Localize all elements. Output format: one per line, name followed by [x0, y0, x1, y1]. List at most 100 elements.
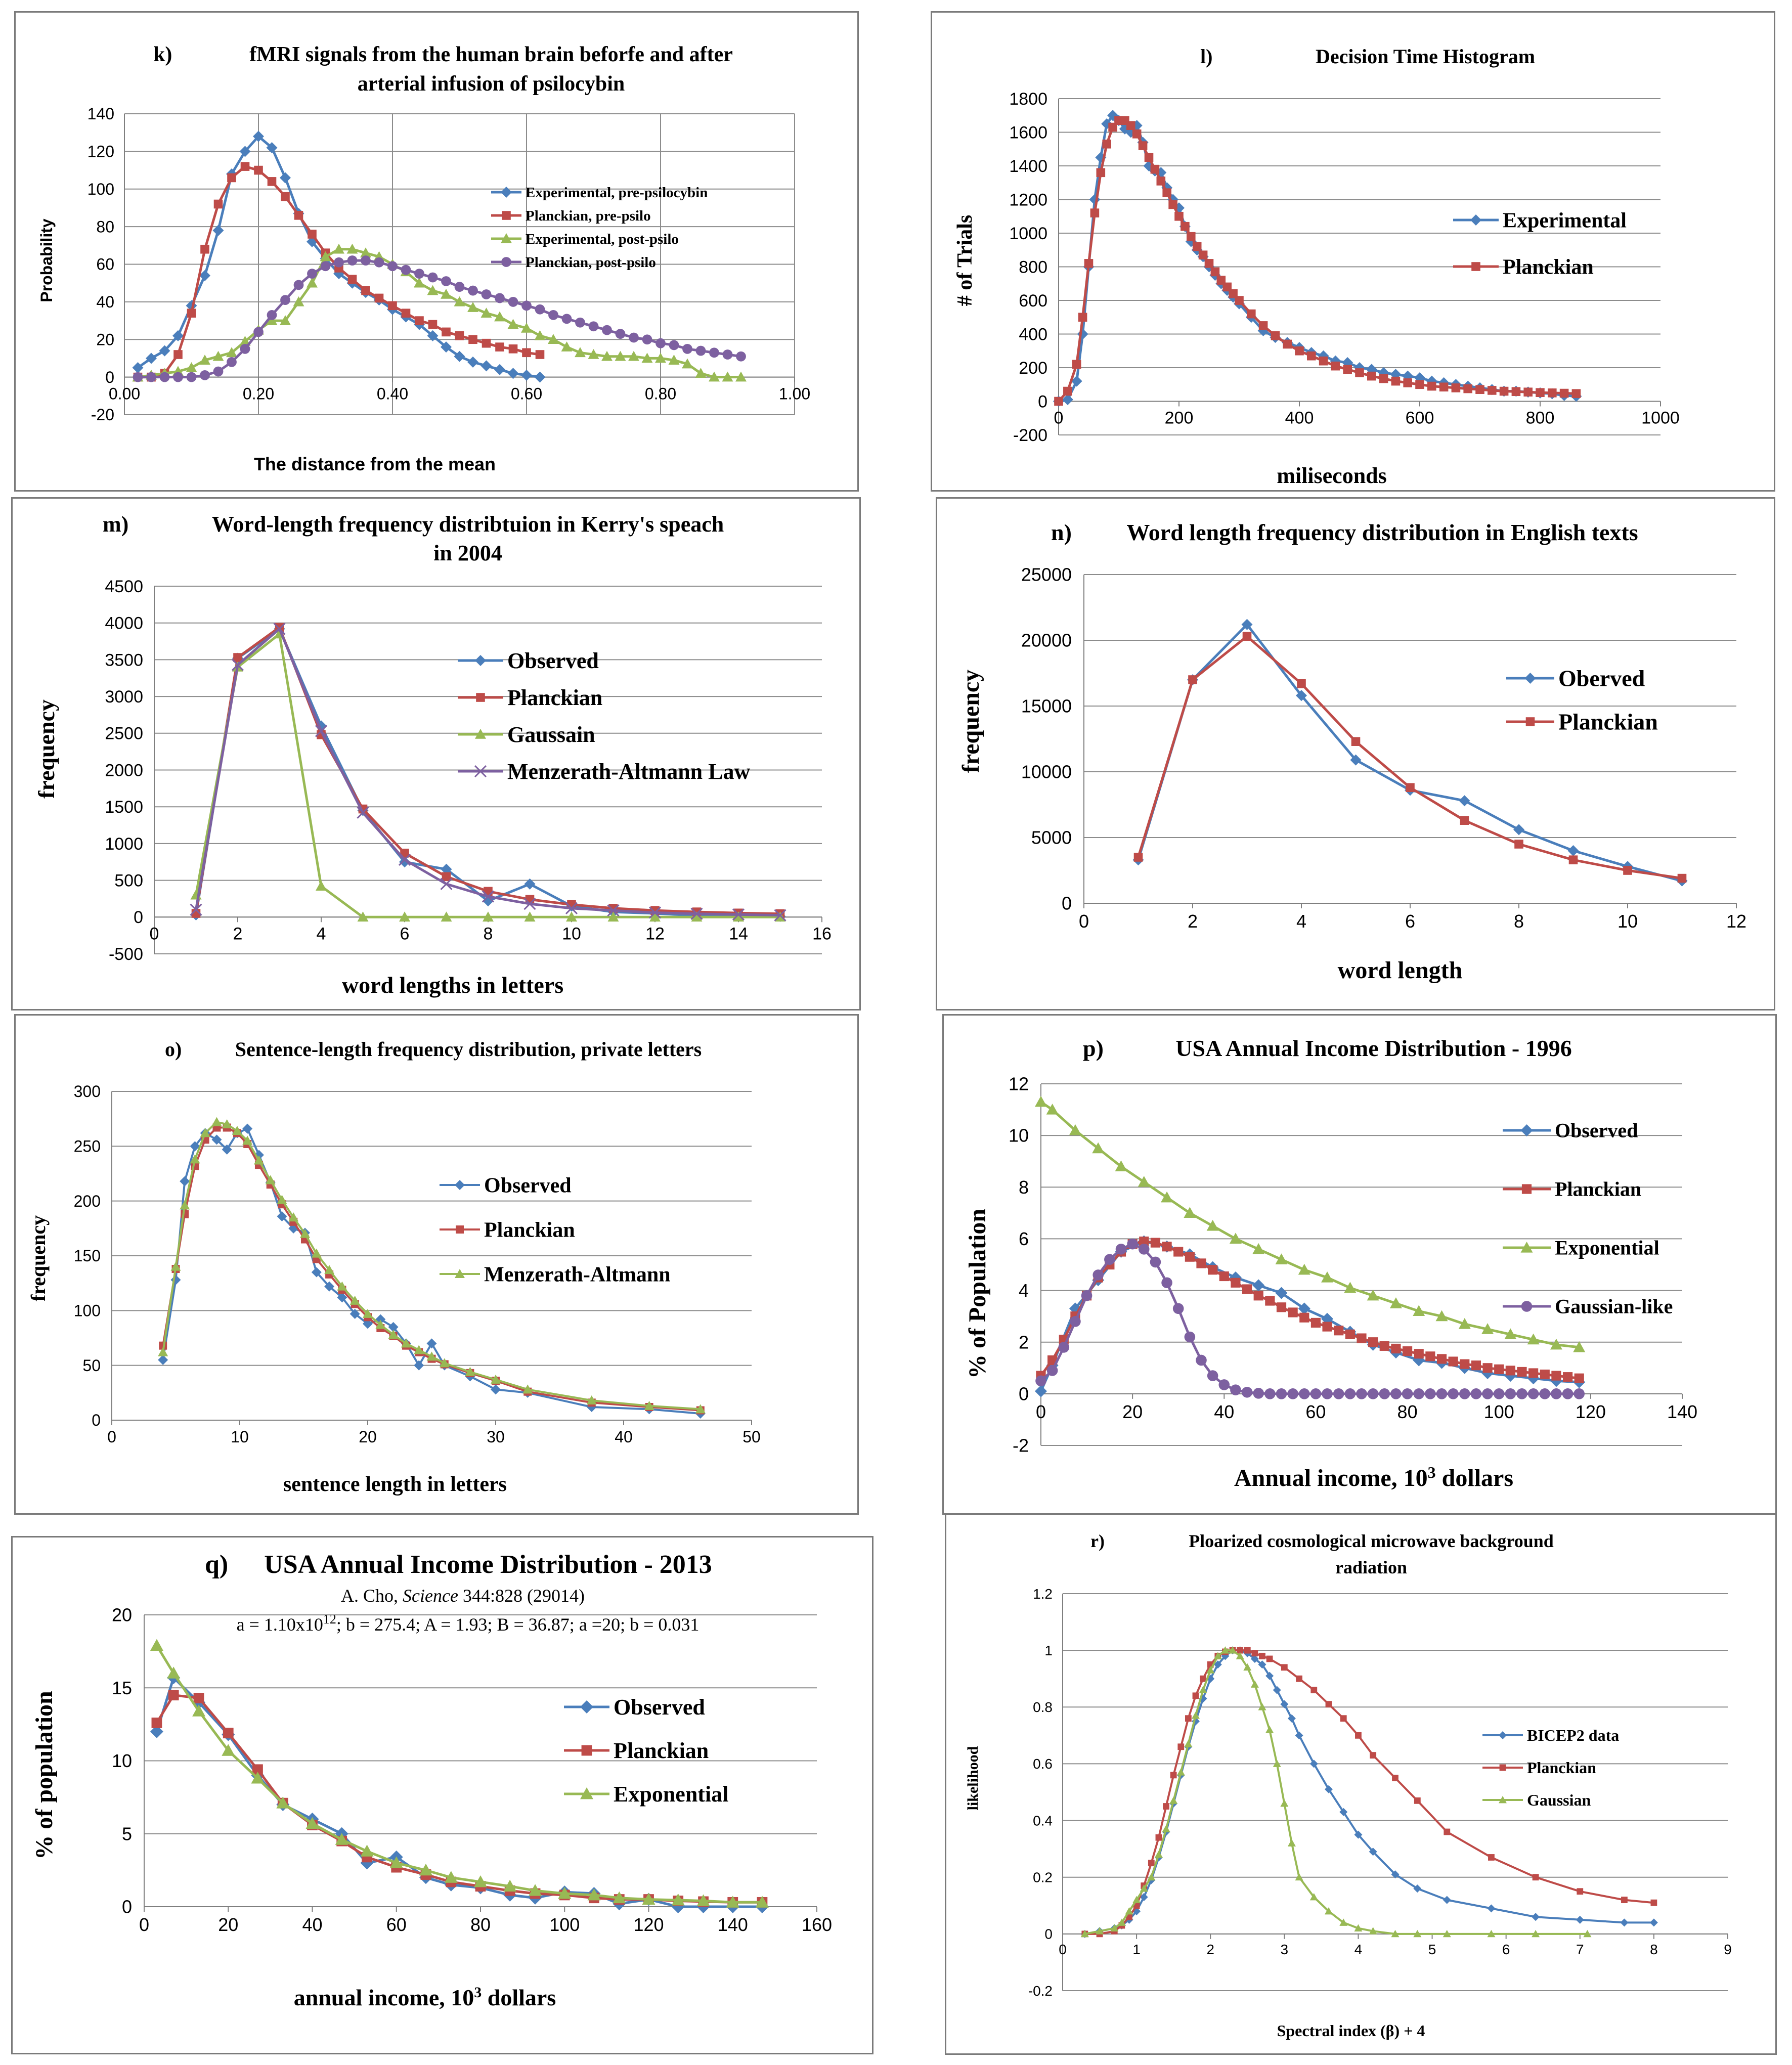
chart-p-series-3-point: [1562, 1388, 1574, 1399]
chart-r-series-1-point: [1185, 1715, 1192, 1722]
chart-p-series-2-point: [1367, 1289, 1379, 1301]
chart-q-series-2-point: [150, 1639, 163, 1651]
chart-k-series-3-point: [629, 332, 639, 343]
chart-n-series-1-point: [1677, 873, 1687, 883]
chart-r-series-1-point: [1266, 1655, 1273, 1662]
chart-p-title: USA Annual Income Distribution - 1996: [1175, 1035, 1571, 1061]
panel-m: m) Word-length frequency distribtuion in…: [11, 497, 861, 1010]
chart-k-series-2-point: [641, 353, 653, 363]
chart-k-series-3-point: [387, 261, 398, 272]
chart-m-ytick: 4500: [105, 577, 143, 596]
chart-r-series-2: [1080, 1646, 1592, 1938]
chart-m-legend-marker: [475, 655, 486, 666]
chart-o-series-2-point: [211, 1117, 222, 1126]
chart-q-series-2: [150, 1639, 769, 1908]
chart-p-series-3-point: [1092, 1269, 1104, 1281]
chart-n-series-1-point: [1188, 675, 1197, 684]
chart-n-legend-marker: [1524, 673, 1536, 684]
chart-p-legend-label: Observed: [1555, 1119, 1638, 1142]
chart-r-series-1-point: [1296, 1675, 1302, 1682]
chart-r-series-0-point: [1273, 1686, 1281, 1694]
chart-o-series-2-point: [695, 1404, 706, 1414]
chart-p-legend-marker: [1520, 1242, 1533, 1253]
chart-m-series-3-point: [357, 806, 369, 819]
chart-k-series-3-point: [133, 372, 143, 382]
chart-o-series-0-point: [190, 1141, 200, 1152]
chart-l-series-0-point: [1089, 194, 1101, 205]
chart-r-series-2-point: [1443, 1929, 1451, 1938]
chart-l-series-1-point: [1536, 388, 1545, 398]
chart-k-series-3-point: [253, 327, 264, 337]
chart-p-series-1-point: [1517, 1367, 1527, 1377]
chart-k-legend: Experimental, pre-psilocybin Planckian, p…: [491, 185, 708, 271]
chart-m-label: m): [103, 512, 128, 537]
chart-r-series-2-point: [1236, 1652, 1244, 1659]
chart-l-series-1-point: [1126, 121, 1135, 130]
chart-l-series-1-point: [1511, 387, 1521, 397]
chart-r-series-0-point: [1213, 1660, 1222, 1669]
chart-r-series-1-point: [1414, 1797, 1421, 1804]
chart-k-series-3-point: [655, 338, 666, 348]
chart-p-series-2-point: [1504, 1328, 1517, 1339]
chart-r-series-0-point: [1265, 1672, 1274, 1680]
chart-r-series-0-point: [1287, 1714, 1296, 1723]
chart-m-ytick: 3000: [105, 687, 143, 707]
chart-l-ytick: 1600: [1009, 123, 1047, 142]
chart-n-xtick: 6: [1405, 911, 1415, 932]
chart-r-series-2-point: [1229, 1646, 1237, 1654]
chart-k-series-3-point: [722, 349, 733, 360]
chart-k-series-3-point: [441, 276, 451, 286]
chart-m-series-2-point: [607, 911, 619, 922]
chart-q-citation: A. Cho, Science 344:828 (29014): [341, 1586, 585, 1606]
chart-p-series-1-point: [1139, 1236, 1149, 1247]
chart-n-grid: [1084, 574, 1736, 904]
chart-p-series-1-point: [1391, 1343, 1401, 1354]
chart-k-series-3-point: [334, 257, 344, 268]
chart-p-series-3-point: [1035, 1375, 1046, 1387]
chart-r-series-1-point: [1192, 1692, 1199, 1699]
chart-n-series-1-point: [1133, 853, 1143, 862]
chart-k-series-3-point: [320, 261, 331, 272]
chart-l-series-1-point: [1162, 188, 1171, 197]
chart-o-series-2-point: [586, 1395, 597, 1404]
chart-l-series-1-point: [1331, 361, 1340, 371]
chart-m-series-2-point: [691, 911, 703, 922]
chart-p-series-3-point: [1161, 1277, 1172, 1289]
chart-k-series-2-point: [346, 243, 358, 254]
chart-l: l) Decision Time Histogram miliseconds #…: [953, 45, 1680, 488]
chart-r-legend-label: BICEP2 data: [1527, 1726, 1619, 1744]
chart-r-ytick: 1: [1044, 1643, 1053, 1658]
chart-k-series-2-point: [655, 353, 666, 363]
chart-k-series-1-point: [508, 344, 518, 354]
chart-o-series-2-point: [232, 1126, 242, 1135]
chart-l-series-1-point: [1439, 382, 1449, 392]
chart-o-series-0-point: [277, 1211, 287, 1221]
chart-r-series-1-point: [1237, 1647, 1244, 1654]
chart-n-series-1-point: [1460, 816, 1469, 825]
chart-r-xtick: 7: [1576, 1942, 1584, 1957]
chart-p-series-3-point: [1287, 1388, 1298, 1399]
chart-p-ytick: 4: [1019, 1280, 1029, 1301]
chart-m-xlabel: word lengths in letters: [342, 972, 563, 998]
chart-m-series-3-point: [690, 907, 703, 920]
chart-o-series-0-point: [222, 1144, 232, 1155]
chart-m-ytick: 4000: [105, 614, 143, 633]
chart-n-series-1-point: [1406, 783, 1415, 792]
chart-p-series-1-point: [1425, 1351, 1435, 1361]
chart-k-series-0-point: [280, 172, 291, 184]
chart-m-ylabel: frequency: [33, 699, 59, 799]
chart-k-series-2-point: [575, 347, 586, 358]
chart-p-legend-marker: [1521, 1301, 1533, 1312]
chart-r: r) Ploarized cosmological microwave back…: [965, 1531, 1732, 2040]
chart-k-ylabel: Probability: [37, 218, 56, 302]
chart-l-series-1-point: [1258, 321, 1268, 330]
chart-p-series-3-point: [1081, 1290, 1092, 1301]
chart-o-series-0-point: [375, 1314, 386, 1325]
chart-r-series-0-point: [1391, 1870, 1400, 1879]
chart-r-xlabel: Spectral index (β) + 4: [1277, 2022, 1425, 2040]
chart-r-series-1-point: [1621, 1897, 1628, 1903]
chart-n-legend-label: Planckian: [1558, 709, 1658, 735]
chart-p-series-2-point: [1458, 1317, 1471, 1329]
chart-k-title2: arterial infusion of psilocybin: [358, 72, 625, 96]
chart-k-series-2-point: [695, 368, 707, 378]
